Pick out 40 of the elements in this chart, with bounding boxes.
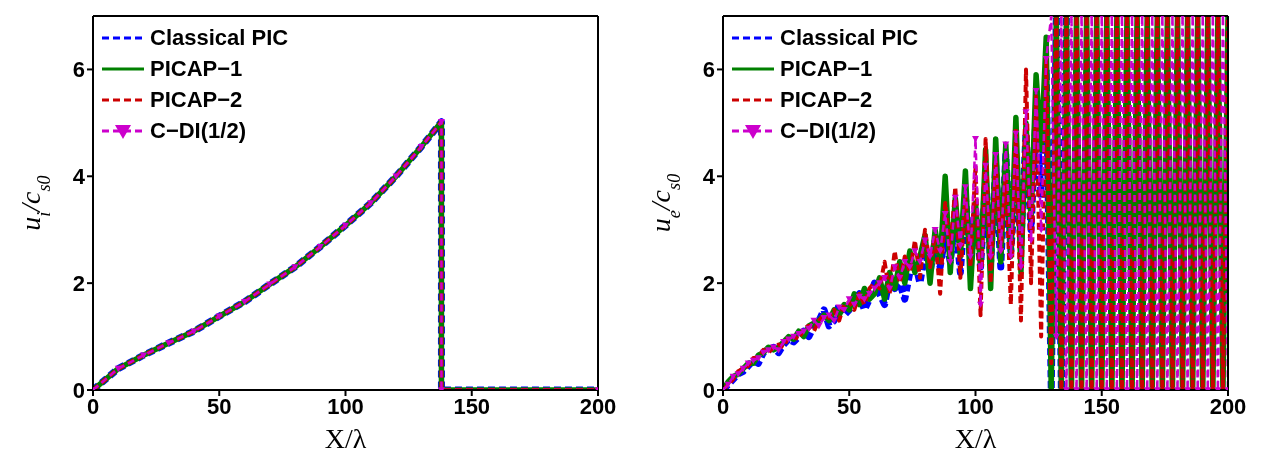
x-tick-label: 150 xyxy=(453,393,491,419)
point xyxy=(140,352,147,359)
point xyxy=(392,173,400,180)
y-tick-label: 6 xyxy=(72,57,85,83)
x-tick-label: 200 xyxy=(1209,393,1247,419)
x-axis-title: X/λ xyxy=(954,423,997,454)
y-tick-label: 4 xyxy=(72,164,86,190)
point xyxy=(165,340,173,347)
x-axis-title: X/λ xyxy=(324,423,367,454)
x-tick-label: 50 xyxy=(837,393,862,419)
legend-label: PICAP−1 xyxy=(780,55,873,83)
point xyxy=(367,200,375,207)
legend-label: Classical PIC xyxy=(150,24,289,52)
point xyxy=(437,118,445,126)
legend-label: C−DI(1/2) xyxy=(150,117,246,145)
y-tick-label: 2 xyxy=(702,270,715,296)
y-tick-label: 4 xyxy=(702,164,716,190)
x-tick-label: 50 xyxy=(207,393,232,419)
y-tick-label: 2 xyxy=(72,270,85,296)
x-tick-label: 100 xyxy=(327,393,364,419)
x-tick-label: 100 xyxy=(957,393,994,419)
point xyxy=(190,328,198,335)
point xyxy=(316,244,324,251)
y-tick-label: 0 xyxy=(72,377,85,403)
point xyxy=(342,222,349,229)
x-tick-label: 200 xyxy=(579,393,617,419)
point xyxy=(241,299,248,306)
y-tick-label: 6 xyxy=(702,57,715,83)
legend-label: PICAP−2 xyxy=(150,86,243,114)
point xyxy=(215,313,223,320)
x-tick-label: 150 xyxy=(1083,393,1121,419)
legend-label: Classical PIC xyxy=(780,24,919,52)
legend-label: PICAP−2 xyxy=(780,86,873,114)
point xyxy=(417,144,425,151)
point xyxy=(291,264,299,271)
y-tick-label: 0 xyxy=(702,377,715,403)
legend-label: C−DI(1/2) xyxy=(780,117,876,145)
legend-label: PICAP−1 xyxy=(150,55,243,83)
point xyxy=(266,281,274,288)
point xyxy=(114,365,122,373)
